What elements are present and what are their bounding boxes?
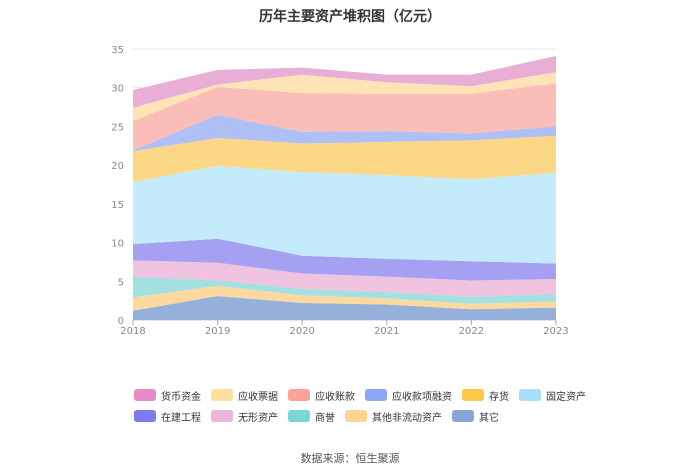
legend-label: 固定资产 <box>546 391 586 403</box>
legend-label: 其它 <box>479 412 499 424</box>
y-tick-label: 0 <box>118 316 124 327</box>
legend-swatch <box>134 389 156 401</box>
y-tick-label: 20 <box>111 161 124 172</box>
legend-item[interactable]: 应收款项融资 <box>365 389 452 403</box>
legend-label: 应收账款 <box>315 391 355 403</box>
legend-label: 商誉 <box>315 412 335 424</box>
x-tick-label: 2022 <box>459 326 484 337</box>
x-tick-label: 2019 <box>205 326 230 337</box>
legend-swatch <box>134 410 156 422</box>
area-series <box>133 276 556 304</box>
area-series <box>133 114 556 152</box>
legend-item[interactable]: 货币资金 <box>134 389 201 403</box>
area-series <box>133 165 556 264</box>
y-tick-label: 25 <box>111 122 124 133</box>
area-series <box>133 56 556 108</box>
legend-item[interactable]: 在建工程 <box>134 410 201 424</box>
area-series <box>133 83 556 151</box>
legend-swatch <box>288 389 310 401</box>
area-series <box>133 285 556 311</box>
x-tick-label: 2020 <box>289 326 314 337</box>
legend-swatch <box>345 410 367 422</box>
legend-label: 在建工程 <box>161 412 201 424</box>
legend-swatch <box>211 389 233 401</box>
legend-item[interactable]: 其他非流动资产 <box>345 410 442 424</box>
legend-swatch <box>519 389 541 401</box>
x-tick-label: 2023 <box>543 326 568 337</box>
y-tick-label: 10 <box>111 239 124 250</box>
legend-item[interactable]: 存货 <box>462 389 509 403</box>
chart-legend: 货币资金 应收票据 应收账款 应收款项融资 存货 固定资产在建工程 无形资产 商誉 其他非流动资… <box>134 389 604 424</box>
data-source-footer: 数据来源：恒生聚源 <box>300 452 400 465</box>
y-tick-label: 35 <box>111 45 124 56</box>
legend-item[interactable]: 无形资产 <box>211 410 278 424</box>
legend-label: 其他非流动资产 <box>372 412 442 424</box>
area-series <box>133 238 556 281</box>
chart-title: 历年主要资产堆积图（亿元） <box>259 9 441 25</box>
legend-label: 无形资产 <box>238 412 278 424</box>
legend-label: 货币资金 <box>161 391 201 403</box>
legend-swatch <box>365 389 387 401</box>
legend-item[interactable]: 商誉 <box>288 410 335 424</box>
legend-swatch <box>462 389 484 401</box>
legend-swatch <box>452 410 474 422</box>
x-tick-label: 2021 <box>374 326 399 337</box>
legend-item[interactable]: 其它 <box>452 410 499 424</box>
y-tick-label: 30 <box>111 84 124 95</box>
y-tick-label: 15 <box>111 200 124 211</box>
area-series <box>133 72 556 121</box>
area-series <box>133 260 556 297</box>
x-tick-label: 2018 <box>120 326 145 337</box>
area-series <box>133 135 556 183</box>
legend-label: 存货 <box>489 391 509 403</box>
legend-item[interactable]: 应收票据 <box>211 389 278 403</box>
area-series <box>133 296 556 320</box>
legend-label: 应收票据 <box>238 391 278 403</box>
legend-item[interactable]: 固定资产 <box>519 389 586 403</box>
y-tick-label: 5 <box>118 277 124 288</box>
legend-swatch <box>211 410 233 422</box>
legend-label: 应收款项融资 <box>392 391 452 403</box>
legend-swatch <box>288 410 310 422</box>
legend-item[interactable]: 应收账款 <box>288 389 355 403</box>
